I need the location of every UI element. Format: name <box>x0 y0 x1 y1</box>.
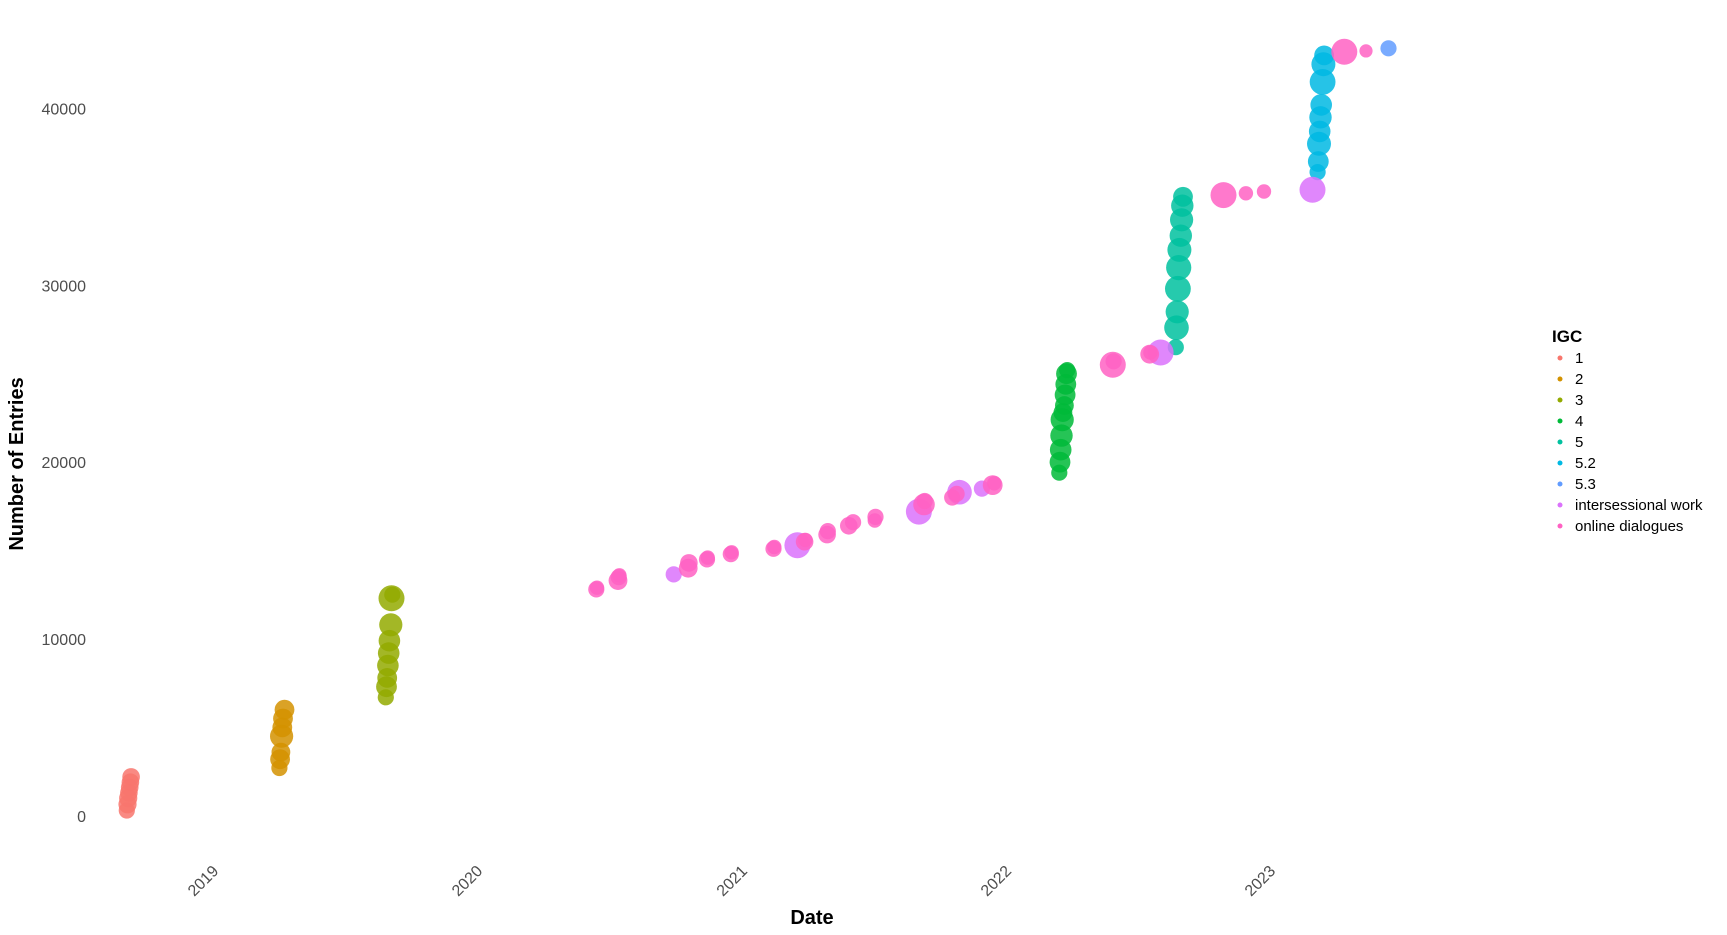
data-point <box>1359 44 1373 58</box>
data-point <box>274 699 295 720</box>
legend-key <box>1557 397 1563 403</box>
data-point <box>1307 151 1329 172</box>
data-point <box>1299 176 1326 203</box>
series-4 <box>1049 362 1077 481</box>
legend-key <box>1557 418 1563 424</box>
legend-key <box>1557 523 1563 529</box>
data-point <box>665 566 682 583</box>
legend-label: 3 <box>1575 392 1583 409</box>
data-point <box>867 508 884 525</box>
y-tick-label: 20000 <box>42 455 87 472</box>
y-tick-label: 10000 <box>42 632 87 649</box>
series-3 <box>376 585 405 706</box>
data-point <box>1309 69 1336 95</box>
data-point <box>948 485 965 502</box>
data-point <box>612 568 627 583</box>
legend-label: intersessional work <box>1575 497 1703 514</box>
data-point <box>845 514 862 531</box>
series-2 <box>270 699 295 777</box>
legend-key <box>1557 355 1563 361</box>
series-5-2 <box>1307 45 1336 181</box>
data-point <box>700 550 715 565</box>
points-layer <box>118 38 1397 819</box>
legend-label: 4 <box>1575 413 1583 430</box>
y-axis-ticks: 0 10000 20000 30000 40000 <box>42 101 87 825</box>
legend-key <box>1557 502 1563 508</box>
x-tick-label: 2020 <box>449 863 486 900</box>
data-point <box>1173 186 1193 207</box>
legend-label: 5.3 <box>1575 476 1596 493</box>
y-axis-title: Number of Entries <box>6 377 28 550</box>
data-point <box>987 476 1002 491</box>
data-point <box>1310 94 1332 116</box>
data-point <box>1165 300 1189 324</box>
x-tick-label: 2021 <box>714 863 751 900</box>
data-point <box>1331 38 1358 65</box>
series-5-3 <box>1380 40 1397 57</box>
series-intersessional-work <box>665 176 1326 583</box>
data-point <box>271 742 291 762</box>
data-point <box>1143 345 1158 360</box>
legend-label: 2 <box>1575 371 1583 388</box>
legend-label: 5 <box>1575 434 1583 451</box>
data-point <box>1314 45 1334 66</box>
legend-title: IGC <box>1552 327 1582 346</box>
data-point <box>379 613 403 637</box>
data-point <box>819 523 836 540</box>
y-tick-label: 30000 <box>42 278 87 295</box>
x-axis-ticks: 2019 2020 2021 2022 2023 <box>185 863 1279 900</box>
data-point <box>1059 362 1076 379</box>
legend-items: 1 2 3 4 5 5.2 5.3 intersessional work online dia… <box>1557 350 1703 535</box>
data-point <box>724 545 739 560</box>
data-point <box>384 586 401 603</box>
legend-key <box>1557 460 1563 466</box>
legend-key <box>1557 376 1563 382</box>
data-point <box>1166 255 1192 281</box>
series-online-dialogues <box>588 38 1373 598</box>
x-axis-title: Date <box>790 907 833 929</box>
x-tick-label: 2022 <box>978 863 1015 900</box>
data-point <box>1165 275 1191 302</box>
legend-label: 1 <box>1575 350 1583 367</box>
legend-key <box>1557 481 1563 487</box>
data-point <box>680 554 698 572</box>
legend: IGC 1 2 3 4 5 5.2 5.3 intersessional work online… <box>1552 327 1703 535</box>
data-point <box>798 532 813 548</box>
x-tick-label: 2019 <box>185 863 222 900</box>
data-point <box>1105 353 1122 370</box>
x-tick-label: 2023 <box>1242 863 1279 900</box>
data-point <box>589 580 605 595</box>
legend-label: 5.2 <box>1575 455 1596 472</box>
data-point <box>122 768 140 786</box>
data-point <box>1380 40 1397 57</box>
series-1 <box>118 768 140 819</box>
data-point <box>1210 182 1237 209</box>
y-tick-label: 40000 <box>42 101 87 118</box>
data-point <box>767 539 782 555</box>
legend-key <box>1557 439 1563 445</box>
y-tick-label: 0 <box>77 809 86 826</box>
data-point <box>1256 184 1272 199</box>
data-point <box>916 492 933 510</box>
legend-label: online dialogues <box>1575 518 1683 535</box>
data-point <box>1238 186 1254 201</box>
series-5 <box>1164 186 1194 356</box>
